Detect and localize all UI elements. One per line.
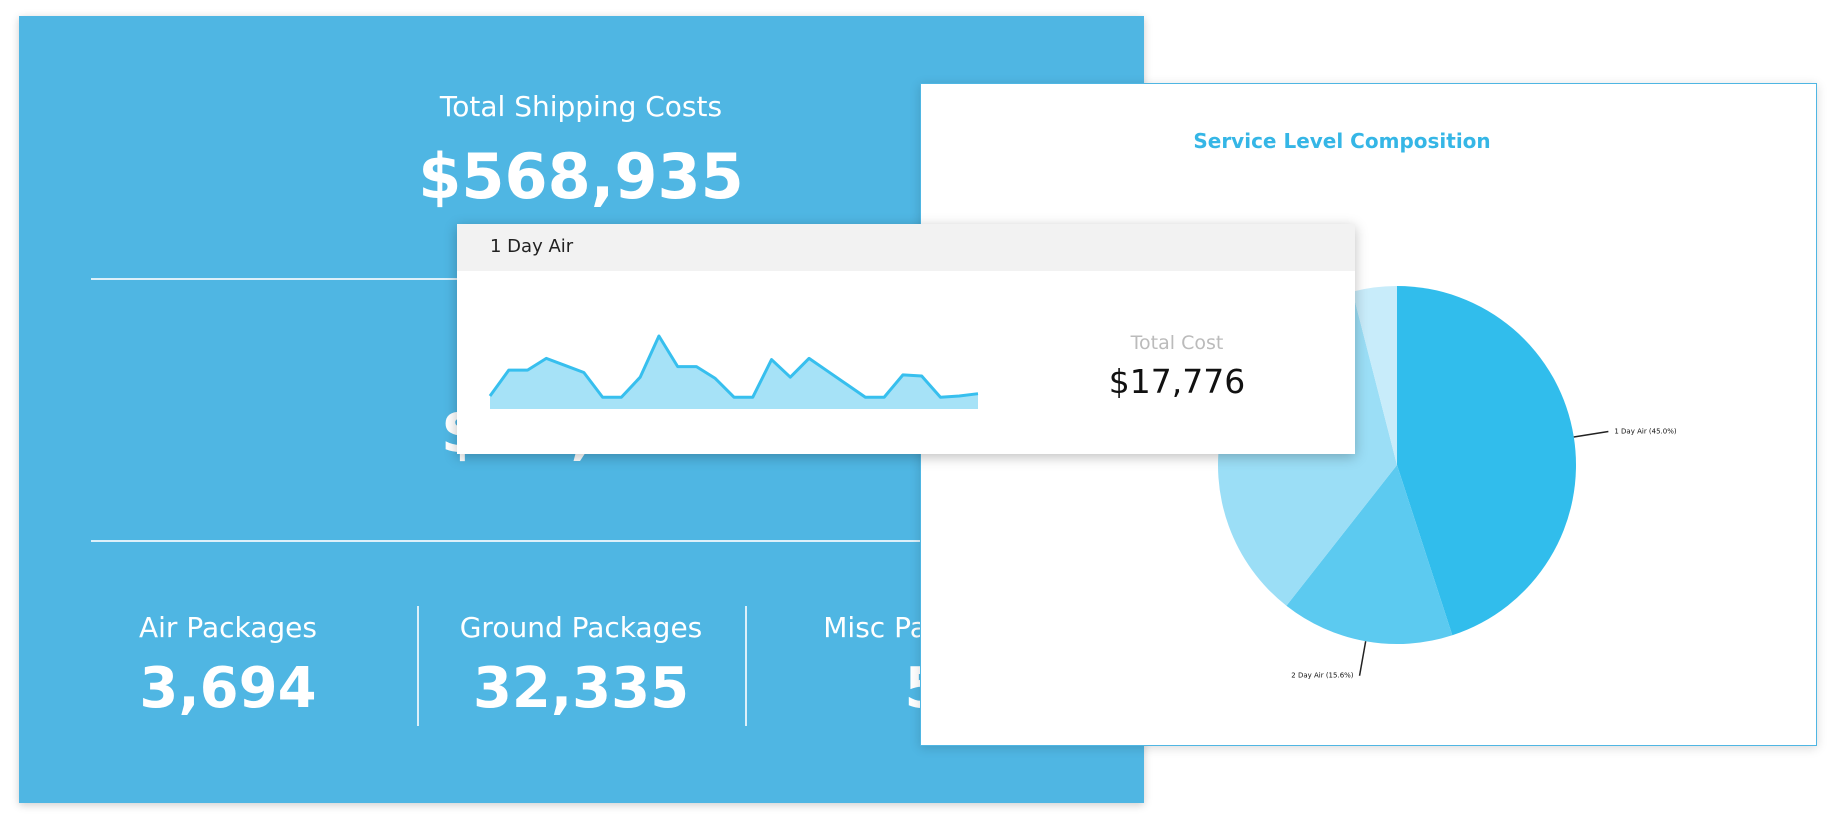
- slice-label: 1 Day Air (45.0%): [1614, 428, 1677, 436]
- tooltip-title: 1 Day Air: [490, 236, 574, 257]
- metric-label: Ground Packages: [459, 611, 703, 644]
- sparkline-line: [488, 334, 979, 399]
- divider: [745, 606, 747, 726]
- tooltip-header: 1 Day Air: [457, 224, 1355, 271]
- panel-title: Total Shipping Costs: [439, 90, 723, 123]
- sparkline: [488, 334, 979, 409]
- divider: [91, 540, 1091, 542]
- leader-line: [1358, 641, 1367, 676]
- slice-label: 2 Day Air (15.6%): [1291, 672, 1354, 680]
- leader-line: [1573, 430, 1609, 438]
- metric-value: 32,335: [472, 656, 690, 721]
- metric-value: 3,694: [139, 656, 317, 721]
- divider: [417, 606, 419, 726]
- stat-label: Total Cost: [1130, 332, 1224, 354]
- total-cost: $568,935: [418, 140, 744, 213]
- metric-label: Air Packages: [139, 611, 317, 644]
- pie-slice: [1397, 286, 1576, 636]
- stat-value: $17,776: [1108, 362, 1246, 401]
- pie-slice: [1352, 286, 1397, 465]
- chart-title: Service Level Composition: [1193, 129, 1490, 153]
- pie-slice: [1286, 465, 1453, 644]
- tooltip: 1 Day Air Total Cost $17,776: [457, 224, 1355, 454]
